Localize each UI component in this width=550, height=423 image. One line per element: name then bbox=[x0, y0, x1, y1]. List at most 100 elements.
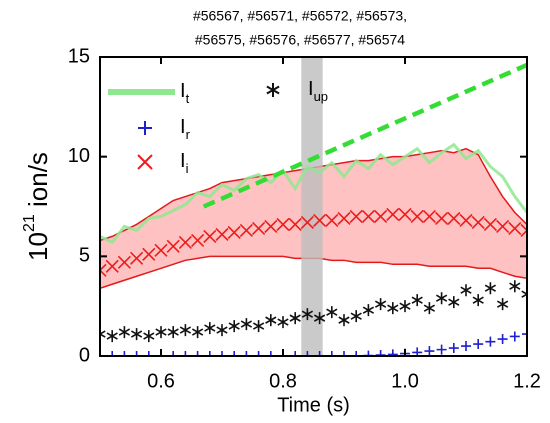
legend-subscript: up bbox=[314, 89, 328, 104]
y-tick-label: 0 bbox=[79, 344, 90, 366]
marker bbox=[326, 306, 338, 319]
dashed-line bbox=[202, 62, 527, 209]
legend-label: Ii bbox=[180, 150, 189, 176]
marker bbox=[300, 215, 314, 230]
series-line bbox=[100, 142, 527, 245]
marker bbox=[180, 351, 191, 356]
marker bbox=[496, 219, 510, 233]
marker bbox=[339, 351, 349, 356]
chart-title: #56575, #56576, #56577, #56574 bbox=[195, 32, 405, 48]
marker bbox=[265, 351, 276, 356]
marker bbox=[361, 209, 375, 224]
marker bbox=[131, 351, 142, 356]
marker bbox=[471, 215, 485, 230]
highlight-band bbox=[301, 57, 323, 356]
marker bbox=[191, 326, 204, 339]
marker bbox=[240, 318, 253, 331]
marker bbox=[387, 349, 398, 356]
marker bbox=[435, 292, 448, 305]
marker bbox=[496, 298, 509, 311]
legend-subscript: i bbox=[186, 161, 189, 176]
marker bbox=[362, 304, 375, 317]
marker bbox=[290, 351, 301, 356]
marker bbox=[143, 330, 155, 343]
marker bbox=[239, 223, 253, 237]
marker bbox=[203, 229, 217, 243]
marker bbox=[422, 209, 436, 224]
y-axis-label: 1021 ion/s bbox=[21, 152, 53, 261]
marker bbox=[435, 211, 449, 226]
marker bbox=[460, 284, 472, 297]
marker bbox=[472, 294, 484, 307]
marker bbox=[473, 339, 484, 350]
marker bbox=[398, 207, 412, 222]
marker bbox=[436, 344, 447, 355]
marker bbox=[349, 209, 363, 224]
marker bbox=[118, 326, 131, 339]
marker bbox=[277, 316, 289, 329]
legend-swatch bbox=[266, 83, 280, 97]
marker bbox=[351, 351, 362, 356]
y-tick-label: 10 bbox=[68, 145, 90, 167]
marker bbox=[350, 310, 362, 323]
marker bbox=[424, 346, 435, 356]
y-label-unit: ion/s bbox=[23, 152, 53, 214]
marker bbox=[216, 324, 228, 337]
marker bbox=[448, 296, 460, 309]
legend-label: Ir bbox=[180, 116, 191, 142]
legend-label: Iup bbox=[308, 78, 328, 104]
axes-frame bbox=[99, 56, 528, 357]
marker bbox=[100, 328, 106, 341]
marker bbox=[264, 219, 278, 233]
marker bbox=[483, 217, 497, 232]
marker bbox=[130, 328, 143, 341]
marker bbox=[106, 330, 118, 343]
x-axis-label: Time (s) bbox=[277, 394, 350, 416]
marker bbox=[509, 280, 521, 293]
marker bbox=[337, 211, 351, 226]
marker bbox=[461, 341, 471, 352]
marker bbox=[447, 211, 461, 226]
marker bbox=[241, 351, 252, 356]
marker bbox=[265, 314, 277, 327]
chart-title: #56567, #56571, #56572, #56573, bbox=[193, 8, 407, 24]
marker bbox=[252, 221, 266, 235]
marker bbox=[448, 343, 459, 354]
marker bbox=[509, 331, 520, 342]
marker bbox=[338, 314, 350, 327]
marker bbox=[508, 221, 522, 235]
marker bbox=[166, 239, 180, 253]
marker bbox=[252, 320, 265, 333]
marker bbox=[155, 326, 167, 339]
plot bbox=[100, 57, 527, 356]
marker bbox=[313, 312, 326, 325]
legend-swatch bbox=[138, 121, 152, 135]
marker bbox=[117, 255, 131, 269]
marker bbox=[289, 312, 301, 325]
marker bbox=[497, 334, 508, 345]
marker bbox=[253, 351, 264, 356]
marker bbox=[314, 351, 325, 356]
marker bbox=[217, 351, 227, 356]
y-tick-label: 5 bbox=[79, 245, 90, 267]
marker bbox=[522, 329, 527, 340]
marker bbox=[459, 213, 473, 228]
marker bbox=[100, 263, 107, 277]
marker bbox=[521, 288, 527, 301]
marker bbox=[228, 320, 240, 333]
marker bbox=[178, 235, 192, 249]
marker bbox=[143, 351, 154, 356]
marker bbox=[399, 300, 411, 313]
y-label-base: 10 bbox=[23, 232, 53, 261]
marker bbox=[142, 247, 156, 261]
marker bbox=[326, 351, 337, 356]
marker bbox=[119, 351, 130, 356]
marker bbox=[485, 336, 496, 347]
marker bbox=[192, 351, 203, 356]
legend-name: I bbox=[180, 150, 186, 172]
x-tick-label: 0.8 bbox=[269, 370, 297, 392]
marker bbox=[410, 209, 424, 224]
marker bbox=[374, 209, 388, 224]
x-tick-label: 0.6 bbox=[147, 370, 175, 392]
